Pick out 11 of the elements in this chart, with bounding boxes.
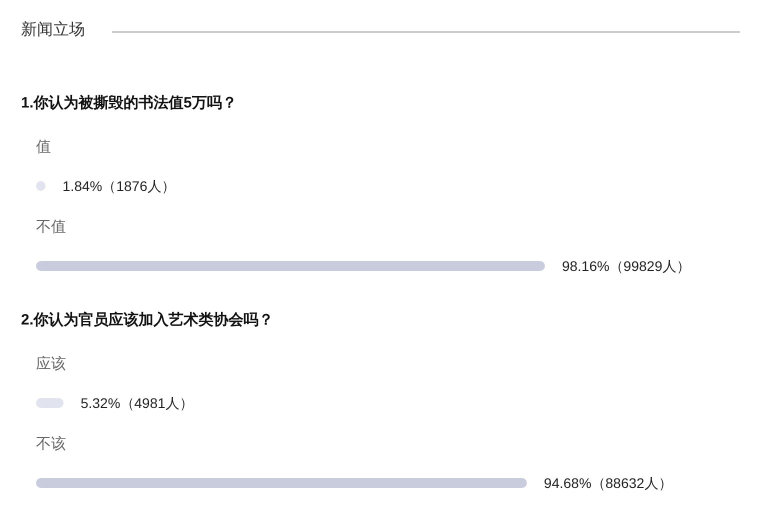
category-label: 不该: [36, 436, 66, 452]
value-label: 1.84%（1876人）: [62, 178, 176, 194]
category-label: 不值: [36, 218, 66, 236]
value-label: 94.68%（88632人）: [544, 475, 672, 491]
subtitle: 2.你认为官员应该加入艺术类协会吗？: [21, 312, 274, 328]
title: 新闻立场: [21, 22, 85, 38]
category-label: 值: [36, 138, 51, 156]
value-label: 98.16%（99829人）: [562, 258, 690, 274]
category-label: 应该: [36, 356, 66, 372]
subtitle: 1.你认为被撕毁的书法值5万吗？: [21, 94, 237, 112]
value-label: 5.32%（4981人）: [80, 395, 194, 411]
